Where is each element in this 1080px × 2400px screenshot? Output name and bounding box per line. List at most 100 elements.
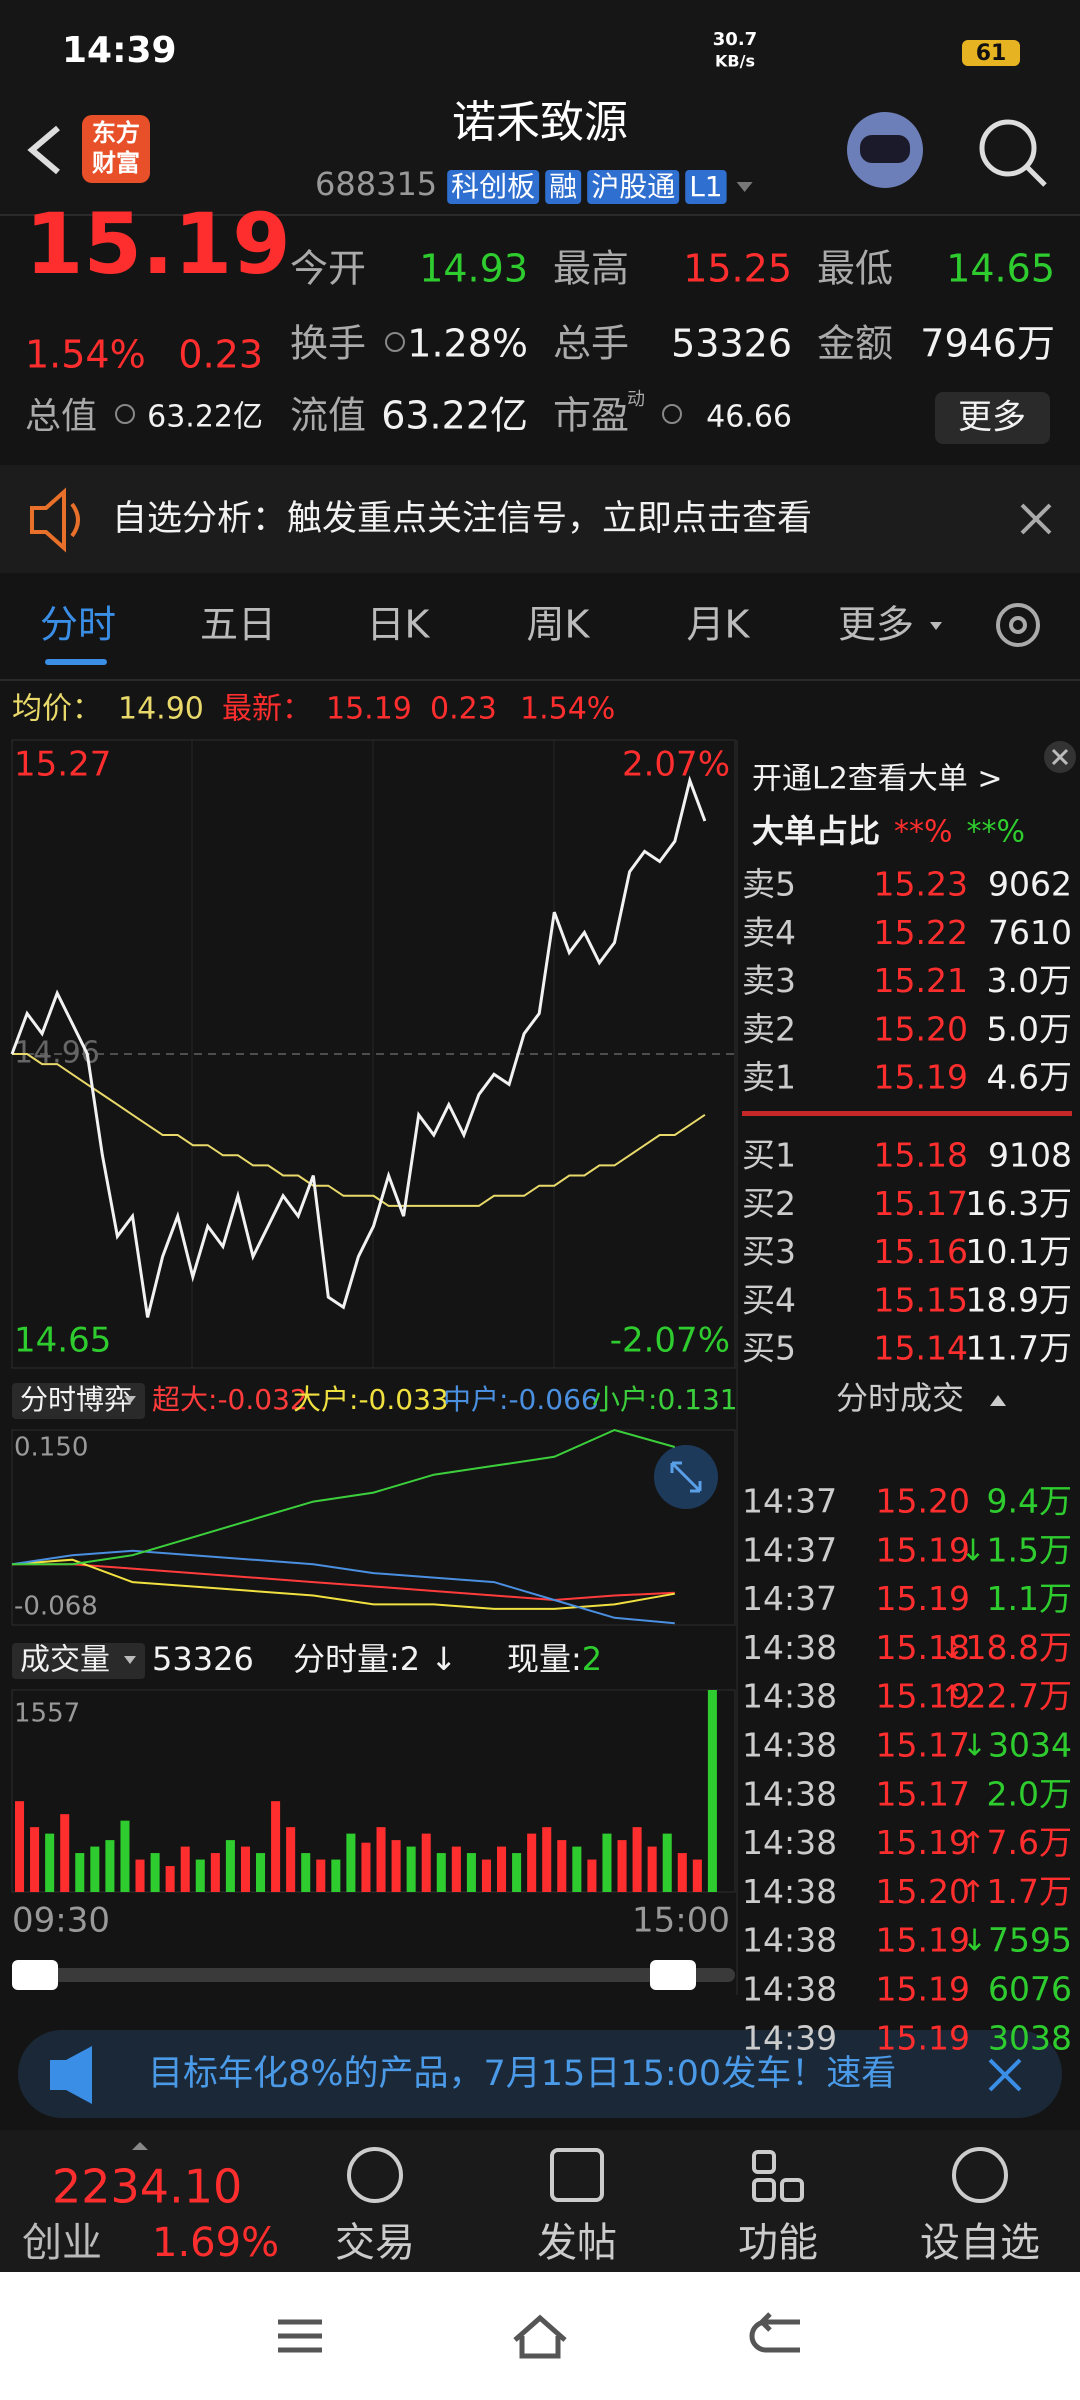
field-value: 63.22亿 bbox=[147, 400, 263, 435]
settings-icon[interactable] bbox=[996, 603, 1040, 647]
tab[interactable]: 日K bbox=[367, 603, 431, 647]
l2-promo[interactable]: 开通L2查看大单 > bbox=[752, 762, 1002, 797]
flow-caret bbox=[124, 1396, 136, 1404]
func-icon[interactable] bbox=[752, 2150, 776, 2174]
summary-last-label: 最新： bbox=[222, 692, 312, 727]
book-level: 卖1 bbox=[742, 1058, 796, 1097]
ad-close[interactable] bbox=[988, 2058, 1022, 2092]
tab[interactable]: 周K bbox=[527, 603, 591, 647]
book-volume: 3.0万 bbox=[987, 961, 1072, 1000]
book-price: 15.23 bbox=[874, 865, 968, 904]
y-tick-label: 0.150 bbox=[14, 1433, 88, 1463]
nav-label[interactable]: 功能 bbox=[738, 2220, 818, 2266]
summary-avg: 14.90 bbox=[118, 692, 204, 727]
tab-underline bbox=[45, 659, 107, 665]
volume-bar bbox=[180, 1846, 190, 1892]
more-button[interactable] bbox=[935, 392, 1050, 444]
volume-bar bbox=[271, 1801, 281, 1892]
trade-price: 15.19 bbox=[876, 1530, 970, 1569]
tab[interactable]: 更多 bbox=[838, 603, 914, 647]
flow-value: -0.033 bbox=[358, 1383, 448, 1416]
tab[interactable]: 月K bbox=[687, 603, 751, 647]
field-value: 14.93 bbox=[419, 247, 528, 291]
close-icon[interactable] bbox=[1020, 503, 1052, 535]
field-value: 46.66 bbox=[706, 400, 792, 435]
book-level: 卖2 bbox=[742, 1009, 796, 1048]
logo[interactable] bbox=[82, 115, 150, 183]
index-name: 创业 bbox=[22, 2220, 102, 2266]
field-label: 最低 bbox=[817, 247, 893, 291]
volume-bar bbox=[165, 1866, 175, 1892]
tag-bg bbox=[685, 170, 727, 204]
book-volume: 7610 bbox=[988, 913, 1072, 952]
trade-price: 15.19 bbox=[876, 1921, 970, 1960]
trades-caret bbox=[990, 1395, 1006, 1406]
watch-icon[interactable] bbox=[952, 2147, 1008, 2203]
info-icon bbox=[662, 404, 682, 424]
scroll-handle[interactable] bbox=[12, 1960, 58, 1990]
volume-bar bbox=[451, 1846, 461, 1892]
volume-bar bbox=[542, 1827, 552, 1892]
volume-bar bbox=[406, 1846, 416, 1892]
volume-bar bbox=[135, 1859, 145, 1892]
search-icon[interactable] bbox=[979, 119, 1037, 177]
volume-bar bbox=[210, 1853, 220, 1892]
volume-selector[interactable] bbox=[12, 1643, 145, 1679]
volume-title: 成交量 bbox=[20, 1643, 110, 1678]
trade-volume: 7595 bbox=[988, 1921, 1072, 1960]
summary-change-pct: 1.54% bbox=[520, 692, 615, 727]
trade-volume: 7.6万 bbox=[987, 1823, 1072, 1862]
scrollbar[interactable] bbox=[12, 1968, 735, 1982]
tag: 沪股通 bbox=[591, 170, 675, 203]
nav-label[interactable]: 设自选 bbox=[920, 2220, 1040, 2266]
scroll-handle[interactable] bbox=[650, 1960, 696, 1990]
tag-bg bbox=[545, 170, 582, 204]
volume-bar bbox=[572, 1846, 582, 1892]
post-icon[interactable] bbox=[550, 2148, 604, 2202]
nav-label[interactable]: 发帖 bbox=[537, 2220, 617, 2266]
trade-direction: ↑ bbox=[960, 1875, 985, 1910]
volume-bar bbox=[105, 1840, 115, 1892]
alert-bg[interactable] bbox=[0, 465, 1080, 573]
trade-time: 14:39 bbox=[742, 2018, 837, 2057]
battery bbox=[962, 40, 1020, 66]
back-key[interactable] bbox=[749, 2312, 800, 2353]
book-level: 卖3 bbox=[742, 961, 796, 1000]
book-volume: 5.0万 bbox=[987, 1009, 1072, 1048]
trade-volume: 6076 bbox=[988, 1970, 1072, 2009]
tab[interactable]: 五日 bbox=[200, 603, 276, 647]
menu-key[interactable] bbox=[278, 2319, 322, 2353]
trade-direction: ↓ bbox=[939, 1631, 964, 1666]
trade-price: 15.20 bbox=[876, 1482, 970, 1521]
trade-direction: ↓ bbox=[960, 1533, 985, 1568]
volume-bar bbox=[602, 1833, 612, 1892]
book-price: 15.14 bbox=[874, 1329, 968, 1368]
book-level: 买3 bbox=[742, 1232, 796, 1271]
interval-volume: 分时量:2 ↓ bbox=[293, 1640, 457, 1678]
trade-direction: ↓ bbox=[962, 1729, 987, 1764]
trade-direction: ↑ bbox=[960, 1826, 985, 1861]
tag: 科创板 bbox=[451, 170, 535, 203]
y-tick-label: 1557 bbox=[14, 1699, 80, 1729]
flow-line bbox=[11, 1558, 675, 1610]
tag-caret bbox=[736, 182, 753, 192]
nav-label[interactable]: 交易 bbox=[335, 2220, 415, 2266]
alert-text: 自选分析：触发重点关注信号，立即点击查看 bbox=[112, 499, 812, 539]
ad-text[interactable]: 目标年化8%的产品，7月15日15:00发车！速看 bbox=[148, 2054, 896, 2094]
ad-bg[interactable] bbox=[18, 2030, 1062, 2118]
back-icon[interactable] bbox=[27, 125, 60, 175]
trade-icon[interactable] bbox=[347, 2147, 403, 2203]
field-value: 63.22亿 bbox=[381, 394, 528, 438]
tag: L1 bbox=[689, 170, 722, 203]
trade-price: 15.17 bbox=[876, 1726, 970, 1765]
book-price: 15.17 bbox=[874, 1184, 968, 1223]
change-pct: 1.54% bbox=[25, 333, 146, 377]
tab[interactable]: 分时 bbox=[40, 603, 116, 647]
flow-selector[interactable] bbox=[12, 1383, 145, 1419]
volume-bar bbox=[45, 1833, 55, 1892]
stock-name: 诺禾致源 bbox=[452, 97, 628, 148]
trade-price: 15.17 bbox=[876, 1774, 970, 1813]
book-volume: 18.9万 bbox=[966, 1280, 1072, 1319]
home-key[interactable] bbox=[513, 2314, 567, 2359]
